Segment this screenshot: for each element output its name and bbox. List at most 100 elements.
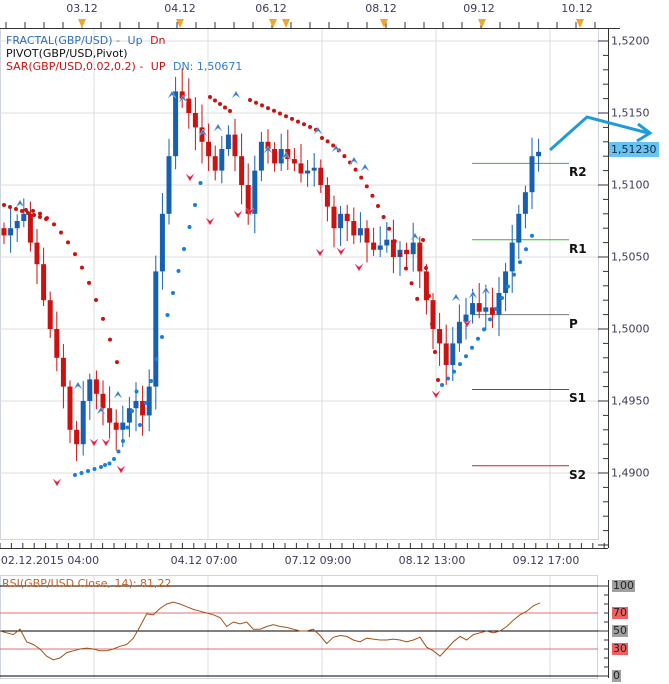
candle-bull: [522, 192, 528, 214]
sar-dot-dn: [73, 252, 77, 257]
legend-fractal: FRACTAL(GBP/USD) - Up Dn: [6, 34, 166, 47]
candle-bull: [173, 91, 179, 157]
sar-dot-up: [446, 376, 450, 381]
sar-dot-up: [134, 389, 139, 394]
sar-dot-dn: [392, 239, 397, 244]
sar-dot-up: [512, 272, 516, 277]
sar-dot-dn: [331, 143, 336, 148]
sar-dot-up: [193, 203, 197, 207]
fractal-dn-icon: [245, 207, 255, 216]
fractal-dn-icon: [101, 438, 111, 447]
fractal-up-icon: [213, 123, 223, 132]
sar-dot-dn: [359, 175, 364, 180]
legend-pivot: PIVOT(GBP/USD,Pivot): [6, 47, 128, 60]
pivot-label-r1: R1: [569, 241, 587, 256]
rsi-level-tag: 0: [612, 669, 621, 682]
candle-bear: [100, 393, 106, 409]
fractal-up-icon: [263, 145, 273, 154]
legend-sar-up: UP: [150, 60, 166, 73]
legend-sar-dn: DN: 1,50671: [172, 60, 243, 73]
candle-bull: [252, 170, 258, 214]
top-date-label: 10.12: [561, 2, 593, 15]
sar-dot-up: [103, 463, 107, 467]
fractal-up-icon: [113, 390, 123, 399]
sar-dot-up: [79, 471, 84, 475]
candle-bear: [239, 156, 245, 185]
candle-bull: [516, 213, 522, 243]
sar-dot-dn: [94, 298, 98, 302]
day-marker-icon: [478, 19, 486, 28]
time-label: 09.12 17:00: [512, 554, 580, 567]
sar-dot-up: [130, 409, 134, 413]
candle-bull: [311, 167, 317, 171]
candle-bull: [278, 149, 284, 164]
candle-bull: [153, 271, 159, 387]
candle-bear: [285, 149, 291, 160]
candle-bull: [384, 239, 390, 246]
sar-dot-up: [125, 425, 130, 430]
sar-dot-dn: [421, 238, 425, 242]
day-marker-icon: [269, 19, 277, 28]
fractal-up-icon: [198, 128, 208, 137]
sar-dot-up: [92, 467, 97, 471]
candle-bear: [186, 98, 192, 113]
pivot-label-r2: R2: [569, 165, 587, 180]
sar-dot-up: [107, 461, 112, 466]
candle-bull: [377, 245, 383, 250]
fractal-dn-icon: [116, 465, 126, 474]
fractal-up-icon: [331, 144, 341, 153]
fractal-up-icon: [451, 293, 461, 302]
fractal-dn-icon: [315, 248, 325, 257]
price-label: 1,5150: [611, 106, 650, 120]
sar-dot-up: [165, 313, 170, 317]
candle-bull: [450, 343, 456, 365]
sar-dot-up: [99, 465, 103, 469]
candle-bear: [199, 127, 205, 142]
fractal-dn-icon: [52, 478, 62, 487]
fractal-dn-icon: [336, 247, 346, 256]
sar-dot-up: [458, 362, 462, 367]
sar-dot-up: [86, 469, 90, 473]
price-label: 1,5000: [611, 322, 650, 336]
candle-bull: [14, 221, 20, 229]
fractal-dn-icon: [462, 319, 472, 328]
fractal-up-icon: [96, 406, 106, 415]
day-marker-icon: [576, 19, 584, 28]
sar-dot-dn: [404, 266, 408, 271]
candle-bear: [47, 300, 53, 329]
rsi-panel: [0, 575, 598, 679]
price-label: 1,4900: [611, 466, 650, 480]
sar-dot-dn: [20, 209, 24, 213]
fractal-dn-icon: [89, 438, 99, 447]
candle-bull: [503, 271, 509, 293]
sar-dot-dn: [254, 100, 258, 105]
candle-bull: [219, 149, 225, 171]
sar-dot-up: [464, 354, 468, 359]
sar-dot-up: [452, 369, 456, 374]
candle-bear: [212, 156, 218, 171]
sar-dot-dn: [296, 119, 300, 124]
sar-dot-dn: [26, 211, 30, 215]
sar-dot-up: [198, 181, 203, 185]
candle-bull: [8, 228, 14, 236]
legend-sar-name: SAR(GBP/USD,0.02,0.2) -: [6, 60, 144, 73]
sar-dot-dn: [228, 109, 232, 113]
sar-dot-up: [121, 439, 125, 443]
candle-bear: [437, 329, 443, 344]
candle-bear: [404, 249, 410, 255]
day-marker-icon: [380, 19, 388, 28]
sar-dot-dn: [223, 105, 227, 110]
fractal-dn-icon: [185, 173, 195, 182]
top-date-label: 08.12: [365, 2, 397, 15]
sar-dot-dn: [38, 211, 42, 216]
sar-dot-dn: [218, 102, 222, 106]
time-label: 04.12 07:00: [170, 554, 238, 567]
candle-bear: [1, 228, 7, 236]
sar-dot-dn: [52, 222, 56, 227]
candle-bear: [443, 343, 449, 365]
rsi-series-line: [0, 601, 541, 661]
sar-dot-up: [138, 423, 142, 427]
sar-dot-up: [476, 336, 480, 341]
candle-bear: [371, 242, 377, 250]
